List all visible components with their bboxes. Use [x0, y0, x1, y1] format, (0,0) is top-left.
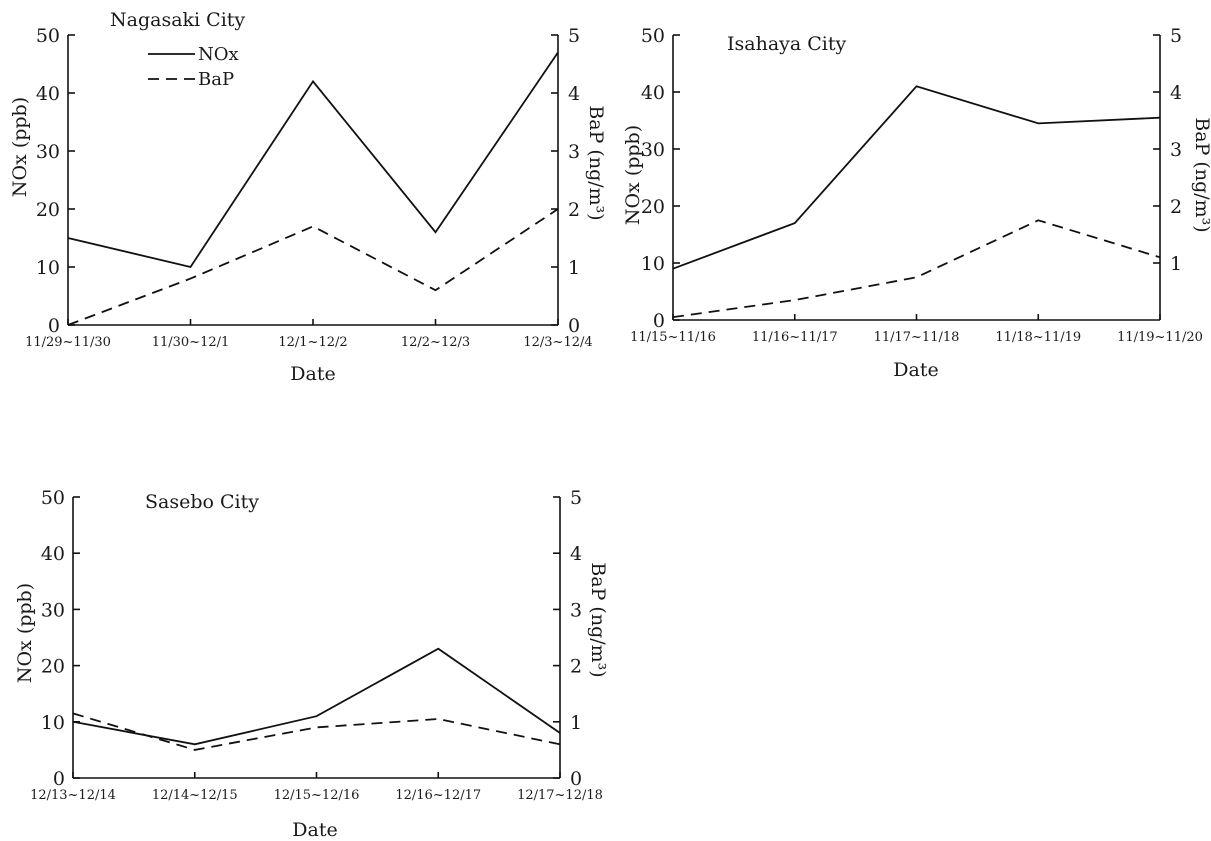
- y-tick-label: 40: [36, 83, 60, 105]
- y2-tick-label: 3: [570, 599, 582, 621]
- y2-axis-label: BaP (ng/m³): [1191, 117, 1211, 232]
- y-tick-label: 30: [641, 139, 665, 161]
- chart-title: Isahaya City: [727, 33, 846, 55]
- legend-bap-label: BaP: [198, 69, 234, 90]
- chart-panel-nagasaki: Nagasaki City Date NOx (ppb) BaP (ng/m³)…: [9, 9, 607, 385]
- x-tick-label: 12/16~12/17: [395, 788, 481, 803]
- series-nox-line: [72, 647, 561, 746]
- x-tick-label: 11/16~11/17: [752, 330, 838, 345]
- y2-tick-label: 2: [568, 199, 580, 221]
- chart-title: Sasebo City: [145, 491, 259, 513]
- y-tick-label: 10: [41, 712, 65, 734]
- x-tick-label: 12/13~12/14: [30, 788, 116, 803]
- y2-tick-label: 4: [570, 543, 582, 565]
- x-tick-label: 12/17~12/18: [517, 788, 603, 803]
- x-tick-label: 11/17~11/18: [874, 330, 960, 345]
- x-tick-label: 11/19~11/20: [1117, 330, 1203, 345]
- y-tick-label: 30: [36, 141, 60, 163]
- x-axis-label: Date: [290, 363, 335, 385]
- y-tick-label: 40: [41, 543, 65, 565]
- x-tick-label: 11/30~12/1: [152, 335, 230, 350]
- y2-tick-label: 4: [1170, 82, 1182, 104]
- series-bap-line: [67, 208, 559, 326]
- y2-tick-label: 2: [570, 656, 582, 678]
- y-tick-label: 0: [53, 768, 65, 790]
- series-bap-line: [672, 219, 1161, 318]
- x-tick-label: 12/2~12/3: [401, 335, 470, 350]
- y-axis-label: NOx (ppb): [14, 583, 36, 683]
- y2-tick-label: 4: [568, 83, 580, 105]
- y-tick-label: 20: [36, 199, 60, 221]
- x-tick-label: 12/3~12/4: [523, 335, 592, 350]
- y-axis-label: NOx (ppb): [622, 125, 644, 225]
- y-tick-label: 40: [641, 82, 665, 104]
- y2-tick-label: 1: [1170, 253, 1182, 275]
- y2-tick-label: 2: [1170, 196, 1182, 218]
- y2-axis-label: BaP (ng/m³): [585, 105, 607, 220]
- y-tick-label: 10: [641, 253, 665, 275]
- series-bap-line: [72, 712, 561, 751]
- x-tick-label: 12/15~12/16: [274, 788, 360, 803]
- y2-tick-label: 5: [570, 487, 582, 509]
- chart-panel-sasebo: Sasebo City Date NOx (ppb) BaP (ng/m³) 0…: [14, 487, 609, 841]
- y-tick-label: 0: [48, 315, 60, 337]
- y-tick-label: 0: [653, 310, 665, 332]
- x-tick-label: 12/14~12/15: [152, 788, 238, 803]
- y-tick-label: 10: [36, 257, 60, 279]
- y-tick-label: 20: [41, 656, 65, 678]
- y-tick-label: 50: [41, 487, 65, 509]
- y-tick-label: 50: [36, 25, 60, 47]
- y2-tick-label: 1: [568, 257, 580, 279]
- x-tick-label: 11/29~11/30: [25, 335, 111, 350]
- chart-panel-isahaya: Isahaya City Date NOx (ppb) BaP (ng/m³) …: [622, 25, 1211, 381]
- x-tick-label: 11/18~11/19: [995, 330, 1081, 345]
- y-tick-label: 50: [641, 25, 665, 47]
- y-axis-label: NOx (ppb): [9, 97, 31, 197]
- y2-tick-label: 5: [1170, 25, 1182, 47]
- y2-tick-label: 0: [568, 315, 580, 337]
- x-axis-label: Date: [292, 819, 337, 841]
- y2-tick-label: 1: [570, 712, 582, 734]
- y-tick-label: 30: [41, 599, 65, 621]
- x-tick-label: 12/1~12/2: [278, 335, 347, 350]
- x-axis-label: Date: [893, 359, 938, 381]
- y2-tick-label: 5: [568, 25, 580, 47]
- y2-tick-label: 3: [1170, 139, 1182, 161]
- y2-tick-label: 3: [568, 141, 580, 163]
- y2-tick-label: 0: [570, 768, 582, 790]
- chart-title: Nagasaki City: [110, 9, 245, 31]
- x-tick-label: 11/15~11/16: [630, 330, 716, 345]
- series-nox-line: [672, 85, 1161, 270]
- y-tick-label: 20: [641, 196, 665, 218]
- legend-nox-label: NOx: [198, 44, 239, 65]
- y2-axis-label: BaP (ng/m³): [587, 562, 609, 677]
- series-nox-line: [67, 51, 559, 269]
